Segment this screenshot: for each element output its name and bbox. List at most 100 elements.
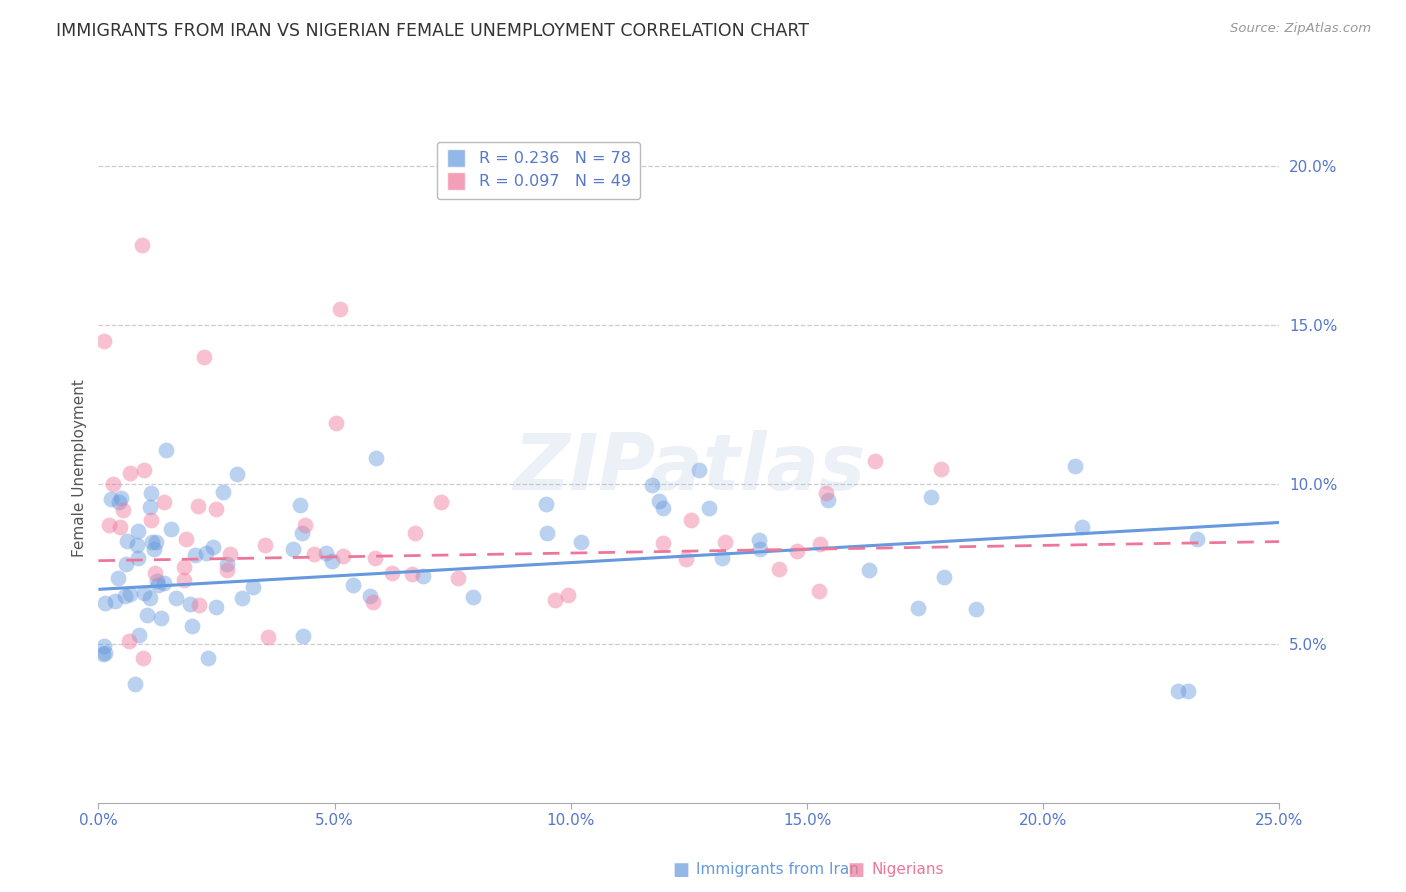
Point <box>288 498 311 512</box>
Point <box>675 552 697 566</box>
Text: ■: ■ <box>848 861 865 879</box>
Point <box>291 629 314 643</box>
Point <box>155 442 177 457</box>
Point <box>174 532 197 546</box>
Point <box>332 549 354 564</box>
Point <box>173 559 195 574</box>
Point <box>225 467 247 481</box>
Point <box>91 647 114 661</box>
Point <box>104 593 127 607</box>
Point <box>315 546 337 560</box>
Point <box>291 526 314 541</box>
Point <box>187 499 209 513</box>
Point <box>124 677 146 691</box>
Point <box>128 628 150 642</box>
Point <box>181 619 204 633</box>
Point <box>711 551 734 566</box>
Point <box>257 630 280 644</box>
Point <box>1167 684 1189 698</box>
Point <box>965 602 987 616</box>
Point <box>107 571 129 585</box>
Point <box>120 466 142 480</box>
Point <box>463 590 485 604</box>
Point <box>294 517 316 532</box>
Point <box>127 551 149 566</box>
Point <box>714 534 737 549</box>
Point <box>929 462 952 476</box>
Point <box>153 494 176 508</box>
Point <box>412 568 434 582</box>
Point <box>907 601 929 615</box>
Point <box>146 577 169 591</box>
Point <box>195 546 218 560</box>
Text: ZIPatlas: ZIPatlas <box>513 430 865 507</box>
Point <box>1070 520 1092 534</box>
Point <box>117 534 139 549</box>
Legend: R = 0.236   N = 78, R = 0.097   N = 49: R = 0.236 N = 78, R = 0.097 N = 49 <box>437 142 640 199</box>
Point <box>536 497 558 511</box>
Point <box>304 547 326 561</box>
Point <box>94 596 117 610</box>
Point <box>138 591 160 606</box>
Point <box>231 591 253 605</box>
Point <box>114 589 136 603</box>
Text: IMMIGRANTS FROM IRAN VS NIGERIAN FEMALE UNEMPLOYMENT CORRELATION CHART: IMMIGRANTS FROM IRAN VS NIGERIAN FEMALE … <box>56 22 810 40</box>
Point <box>242 580 264 594</box>
Point <box>93 639 115 653</box>
Point <box>1187 533 1209 547</box>
Point <box>321 554 343 568</box>
Point <box>748 533 770 548</box>
Point <box>150 611 173 625</box>
Point <box>202 540 225 554</box>
Point <box>132 463 155 477</box>
Point <box>217 557 239 571</box>
Point <box>110 491 132 505</box>
Point <box>651 535 673 549</box>
Point <box>808 537 831 551</box>
Point <box>139 486 162 500</box>
Point <box>159 522 181 536</box>
Point <box>205 502 228 516</box>
Point <box>205 599 228 614</box>
Point <box>93 334 115 348</box>
Point <box>219 548 242 562</box>
Point <box>363 551 385 566</box>
Point <box>652 501 675 516</box>
Point <box>179 597 201 611</box>
Point <box>110 519 132 533</box>
Point <box>131 238 153 252</box>
Text: Nigerians: Nigerians <box>872 863 945 877</box>
Point <box>858 563 880 577</box>
Point <box>153 575 176 590</box>
Point <box>127 538 149 552</box>
Point <box>648 494 671 508</box>
Point <box>815 486 838 500</box>
Point <box>166 591 188 605</box>
Point <box>544 593 567 607</box>
Point <box>363 595 385 609</box>
Point <box>188 598 211 612</box>
Point <box>768 562 790 576</box>
Point <box>688 463 710 477</box>
Point <box>359 589 381 603</box>
Point <box>173 573 195 587</box>
Point <box>197 651 219 665</box>
Point <box>132 586 155 600</box>
Point <box>115 558 138 572</box>
Point <box>253 538 276 552</box>
Point <box>863 454 886 468</box>
Point <box>112 503 135 517</box>
Point <box>139 513 162 527</box>
Point <box>184 548 207 562</box>
Point <box>103 476 125 491</box>
Point <box>641 478 664 492</box>
Point <box>430 495 453 509</box>
Point <box>118 633 141 648</box>
Point <box>281 542 304 557</box>
Point <box>808 584 831 599</box>
Point <box>127 524 149 538</box>
Point <box>325 417 347 431</box>
Point <box>142 542 165 557</box>
Text: ■: ■ <box>672 861 689 879</box>
Y-axis label: Female Unemployment: Female Unemployment <box>72 379 87 558</box>
